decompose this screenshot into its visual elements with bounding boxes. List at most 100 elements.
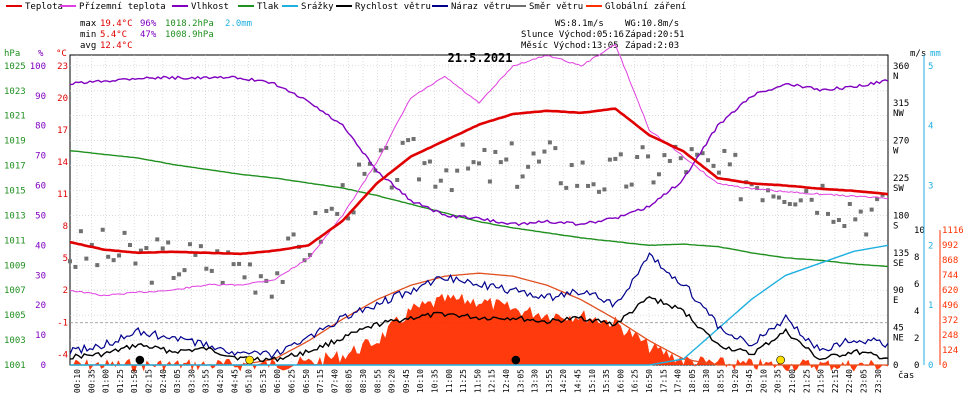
wind-direction-point (711, 163, 716, 168)
wind-direction-point (716, 170, 721, 175)
axis-c-tick: -1 (57, 318, 68, 328)
wind-direction-point (78, 229, 83, 234)
wind-direction-point (198, 244, 203, 249)
wind-direction-point (286, 236, 291, 241)
axis-c-tick: 8 (63, 222, 68, 232)
axis-time-tick: 11:00 (445, 369, 454, 393)
axis-dir-label: SW (893, 184, 904, 194)
axis-time-tick: 08:05 (345, 369, 354, 393)
wind-direction-point (357, 162, 362, 167)
stats-sun-set: Západ:20:51 (625, 30, 685, 40)
legend-label: Přízemní teplota (79, 2, 166, 12)
wind-direction-point (242, 275, 247, 280)
wind-direction-point (433, 184, 438, 189)
legend-item-srazky: Srážky (282, 2, 334, 12)
wind-direction-point (68, 259, 72, 264)
axis-wm-tick: 620 (942, 286, 958, 296)
axis-time-tick: 02:40 (159, 369, 168, 393)
wind-direction-point (602, 187, 607, 192)
axis-time-tick: 09:20 (388, 369, 397, 393)
series-náraz-větru (69, 252, 889, 359)
stats-wg: WG:10.8m/s (625, 19, 679, 29)
axis-hpa-tick: 1023 (4, 87, 26, 97)
wind-direction-point (340, 183, 345, 188)
wind-direction-point (815, 210, 820, 215)
wind-direction-point (569, 163, 574, 168)
wind-direction-point (580, 160, 585, 165)
axis-ms-tick: 6 (914, 280, 919, 290)
series-layer (68, 43, 889, 372)
wind-direction-point (438, 178, 443, 183)
axis-hpa-tick: 1021 (4, 112, 26, 122)
wind-direction-point (596, 189, 601, 194)
legend-item-tlak: Tlak (238, 2, 279, 12)
axis-pct-tick: 80 (35, 122, 46, 132)
axis-mm-unit: mm (930, 49, 941, 59)
wind-direction-point (831, 219, 836, 224)
wind-direction-point (187, 242, 192, 247)
wind-direction-point (553, 146, 558, 151)
wind-direction-point (367, 161, 372, 166)
axis-dir-label: W (893, 147, 899, 157)
legend-label: Srážky (301, 2, 334, 12)
wind-direction-point (591, 182, 596, 187)
axis-time-tick: 05:10 (245, 369, 254, 393)
wind-direction-point (536, 159, 541, 164)
axis-time-tick: 10:35 (431, 369, 440, 393)
axis-time-tick: 19:45 (745, 369, 754, 393)
legend-item-smer-vetru: Směr větru (510, 2, 583, 12)
wind-direction-point (237, 261, 242, 266)
wind-direction-point (531, 151, 536, 156)
wind-direction-point (155, 237, 160, 242)
axis-time-tick: 08:30 (359, 369, 368, 393)
stats-sun: Slunce Východ:05:16 (521, 30, 624, 40)
wind-direction-point (100, 227, 105, 232)
wind-direction-point (493, 149, 498, 154)
axis-time-tick: 00:10 (73, 369, 82, 393)
wind-direction-point (875, 197, 880, 202)
axis-wm-tick: 248 (942, 331, 958, 341)
wind-direction-point (182, 268, 187, 273)
axis-time-tick: 01:50 (130, 369, 139, 393)
wind-direction-point (564, 185, 569, 190)
wind-direction-point (640, 145, 645, 150)
wind-direction-point (307, 252, 312, 257)
axis-c-tick: 2 (63, 286, 68, 296)
axis-wm-tick: 124 (942, 346, 958, 356)
wind-direction-point (138, 248, 143, 253)
wind-direction-point (291, 232, 296, 237)
legend-label: Rychlost větru (355, 2, 431, 12)
wind-direction-point (678, 156, 683, 161)
axis-time-tick: 12:40 (502, 369, 511, 393)
axis-hpa-tick: 1001 (4, 361, 26, 371)
axis-dir-tick: 315 (893, 99, 909, 109)
axis-time-tick: 08:55 (373, 369, 382, 393)
legend-item-prizemni-teplota: Přízemní teplota (60, 2, 166, 12)
wind-direction-point (776, 195, 781, 200)
wind-direction-point (389, 185, 394, 190)
wind-direction-point (771, 194, 776, 199)
wind-direction-point (646, 154, 651, 159)
wind-direction-point (695, 152, 700, 157)
axis-time-tick: 03:05 (173, 369, 182, 393)
axis-hpa-tick: 1019 (4, 137, 26, 147)
wind-direction-point (755, 186, 760, 191)
wind-direction-point (798, 198, 803, 203)
axis-c-unit: °C (56, 49, 67, 59)
wind-direction-point (487, 179, 492, 184)
axis-time-tick: 18:30 (702, 369, 711, 393)
wind-direction-point (318, 239, 323, 244)
axis-time-tick: 00:35 (87, 369, 96, 393)
wind-direction-point (106, 254, 111, 259)
axis-time-tick: 01:00 (102, 369, 111, 393)
wind-direction-point (471, 160, 476, 165)
axis-hpa-tick: 1025 (4, 62, 26, 72)
wind-direction-point (351, 210, 356, 215)
axis-c-tick: 14 (57, 158, 68, 168)
axis-wm-tick: 1116 (942, 226, 964, 236)
wind-direction-point (793, 202, 798, 207)
wind-direction-point (847, 201, 852, 206)
legend-item-naraz-vetru: Náraz větru (432, 2, 511, 12)
axis-mm-tick: 3 (928, 182, 933, 192)
wind-direction-point (586, 183, 591, 188)
